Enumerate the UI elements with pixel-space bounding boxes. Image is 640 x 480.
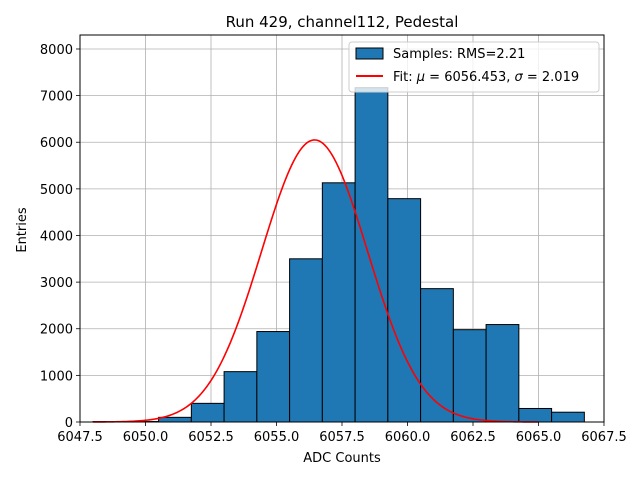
chart-title: Run 429, channel112, Pedestal xyxy=(226,13,459,31)
histogram-bar xyxy=(452,329,487,423)
x-tick-label: 6055.0 xyxy=(254,430,300,445)
y-tick-label: 0 xyxy=(65,416,73,431)
gaussian-fit xyxy=(93,139,539,423)
x-tick-label: 6047.5 xyxy=(57,430,103,445)
fit-curve xyxy=(93,139,539,423)
histogram-bar xyxy=(485,324,520,423)
legend-swatch-samples xyxy=(355,47,384,60)
histogram-bar xyxy=(190,402,225,423)
histogram-bar xyxy=(387,198,422,423)
y-tick-label: 5000 xyxy=(40,183,73,198)
x-tick-label: 6060.0 xyxy=(385,430,431,445)
y-tick-label: 6000 xyxy=(40,136,73,151)
x-tick-label: 6052.5 xyxy=(188,430,234,445)
histogram-bar xyxy=(551,411,585,423)
x-tick-label: 6050.0 xyxy=(123,430,169,445)
y-tick-label: 1000 xyxy=(40,369,73,384)
legend-label-fit: Fit: μ = 6056.453, σ = 2.019 xyxy=(393,70,579,85)
legend-fit-mu-text: = 6056.453, xyxy=(425,70,514,85)
x-tick-label: 6067.5 xyxy=(581,430,627,445)
x-tick-label: 6065.0 xyxy=(516,430,562,445)
histogram-bar xyxy=(354,87,389,423)
y-tick-label: 2000 xyxy=(40,323,73,338)
legend-fit-sigma-text: = 2.019 xyxy=(523,70,579,85)
x-axis-label: ADC Counts xyxy=(303,451,381,466)
legend-label-samples: Samples: RMS=2.21 xyxy=(393,47,525,62)
histogram-bar xyxy=(321,182,356,423)
y-tick-label: 4000 xyxy=(40,229,73,244)
y-tick-label: 8000 xyxy=(40,43,73,58)
histogram-bar xyxy=(256,331,291,423)
x-tick-label: 6062.5 xyxy=(450,430,496,445)
x-tick-label: 6057.5 xyxy=(319,430,365,445)
histogram-bar xyxy=(289,258,323,423)
legend-fit-sigma-symbol: σ xyxy=(515,70,524,85)
y-axis-ticks: 0 1000 2000 3000 4000 5000 6000 7000 8000 xyxy=(40,43,80,431)
x-axis-ticks: 6047.5 6050.0 6052.5 6055.0 6057.5 6060.0 6062… xyxy=(57,422,627,445)
legend: Samples: RMS=2.21 Fit: μ = 6056.453, σ =… xyxy=(348,41,600,93)
y-tick-label: 7000 xyxy=(40,90,73,105)
legend-fit-mu-symbol: μ xyxy=(416,70,425,85)
histogram-bar xyxy=(420,288,454,423)
legend-box xyxy=(348,41,600,93)
histogram-bar xyxy=(518,407,553,423)
histogram-bar xyxy=(223,371,258,423)
y-tick-label: 3000 xyxy=(40,276,73,291)
legend-fit-prefix: Fit: xyxy=(393,70,417,85)
y-axis-label: Entries xyxy=(15,207,30,253)
